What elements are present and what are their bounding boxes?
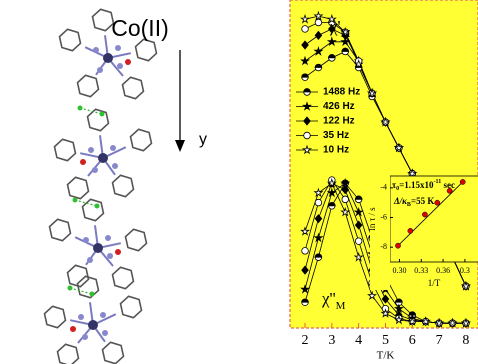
x-tick-label: 7 bbox=[436, 333, 443, 348]
marker bbox=[355, 238, 362, 245]
x-tick-label: 4 bbox=[355, 333, 362, 348]
y-tick-label: -4 bbox=[380, 183, 387, 192]
legend-label: 35 Hz bbox=[323, 130, 349, 141]
subscript: M bbox=[341, 28, 351, 40]
y-axis-label: ln τ / s bbox=[367, 207, 377, 231]
legend-label: 10 Hz bbox=[323, 145, 349, 156]
marker bbox=[342, 48, 349, 51]
marker bbox=[342, 196, 349, 203]
marker bbox=[315, 199, 322, 206]
y-tick-label: -8 bbox=[380, 242, 387, 251]
legend-label: 426 Hz bbox=[323, 101, 355, 112]
n-atom bbox=[110, 145, 116, 151]
co-atom bbox=[88, 320, 98, 330]
y-tick-label: -6 bbox=[380, 212, 387, 221]
marker bbox=[315, 64, 322, 67]
o-atom bbox=[115, 249, 121, 255]
metal-label: Co(II) bbox=[111, 15, 169, 41]
x-axis-label: T/K bbox=[377, 350, 395, 362]
centroid bbox=[68, 286, 73, 291]
marker bbox=[302, 26, 309, 33]
n-atom bbox=[82, 334, 88, 340]
subscript: M bbox=[336, 300, 346, 312]
marker bbox=[315, 19, 322, 26]
x-tick-label: 0.36 bbox=[436, 266, 450, 275]
superscript: -11 bbox=[434, 179, 442, 185]
marker bbox=[302, 299, 309, 302]
n-atom bbox=[83, 237, 89, 243]
centroid bbox=[73, 198, 78, 203]
centroid bbox=[90, 292, 95, 297]
n-atom bbox=[92, 167, 98, 173]
marker bbox=[304, 132, 311, 139]
figure: Co(II) y 2 3 4 5 6 7 8 T/K 1488 Hz 426 Hz 122 Hz 35… bbox=[0, 0, 478, 364]
n-atom bbox=[88, 147, 94, 153]
centroid bbox=[95, 204, 100, 209]
x-tick-label: 8 bbox=[462, 333, 469, 348]
unit: sec bbox=[441, 180, 455, 190]
n-atom bbox=[87, 257, 93, 263]
n-atom bbox=[93, 47, 99, 53]
centroid bbox=[100, 112, 105, 117]
n-atom bbox=[78, 314, 84, 320]
symbol: χ' bbox=[329, 17, 341, 36]
marker bbox=[302, 248, 309, 255]
x-tick-label: 0.33 bbox=[414, 266, 428, 275]
marker bbox=[329, 55, 336, 58]
co-atom bbox=[103, 53, 113, 63]
marker bbox=[355, 196, 362, 199]
point bbox=[422, 212, 427, 217]
x-tick-label: 3 bbox=[328, 333, 335, 348]
n-atom bbox=[117, 63, 123, 69]
axis-label: y bbox=[199, 131, 207, 148]
co-atom bbox=[98, 153, 108, 163]
marker bbox=[304, 89, 311, 92]
n-atom bbox=[112, 163, 118, 169]
marker bbox=[315, 254, 322, 257]
marker bbox=[329, 203, 336, 206]
centroid bbox=[78, 106, 83, 111]
legend-label: 122 Hz bbox=[323, 116, 355, 127]
x-tick-label: 5 bbox=[382, 333, 389, 348]
point bbox=[395, 243, 400, 248]
n-atom bbox=[102, 330, 108, 336]
point bbox=[408, 228, 413, 233]
x-tick-label: 2 bbox=[302, 333, 309, 348]
o-atom bbox=[80, 159, 86, 165]
n-atom bbox=[107, 253, 113, 259]
n-atom bbox=[105, 235, 111, 241]
x-axis-label: 1/T bbox=[428, 278, 441, 288]
x-tick-label: 6 bbox=[409, 333, 416, 348]
text: =55 K bbox=[411, 196, 434, 206]
n-atom bbox=[100, 312, 106, 318]
n-atom bbox=[115, 45, 121, 51]
symbol: χ'' bbox=[321, 289, 336, 308]
x-tick-label: 0.30 bbox=[392, 266, 406, 275]
symbol: Δ/κ bbox=[393, 196, 407, 206]
n-atom bbox=[97, 67, 103, 73]
o-atom bbox=[125, 59, 131, 65]
o-atom bbox=[70, 326, 76, 332]
point bbox=[435, 200, 440, 205]
marker bbox=[302, 74, 309, 77]
co-atom bbox=[93, 243, 103, 253]
marker bbox=[396, 299, 403, 302]
point bbox=[460, 179, 465, 184]
legend-label: 1488 Hz bbox=[323, 87, 360, 98]
text: =1.15x10 bbox=[399, 180, 434, 190]
x-tick-label: 0.3 bbox=[460, 266, 470, 275]
